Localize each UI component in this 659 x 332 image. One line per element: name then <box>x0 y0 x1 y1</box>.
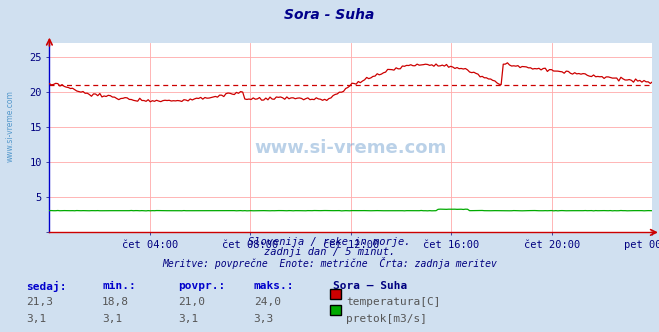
Text: zadnji dan / 5 minut.: zadnji dan / 5 minut. <box>264 247 395 257</box>
Text: 21,0: 21,0 <box>178 297 205 307</box>
Text: temperatura[C]: temperatura[C] <box>346 297 440 307</box>
Text: www.si-vreme.com: www.si-vreme.com <box>255 139 447 157</box>
Text: 3,1: 3,1 <box>26 314 47 324</box>
Text: Slovenija / reke in morje.: Slovenija / reke in morje. <box>248 237 411 247</box>
Text: povpr.:: povpr.: <box>178 281 225 290</box>
Text: maks.:: maks.: <box>254 281 294 290</box>
Text: pretok[m3/s]: pretok[m3/s] <box>346 314 427 324</box>
Text: 24,0: 24,0 <box>254 297 281 307</box>
Text: 3,1: 3,1 <box>102 314 123 324</box>
Text: www.si-vreme.com: www.si-vreme.com <box>5 90 14 162</box>
Text: Sora - Suha: Sora - Suha <box>284 8 375 22</box>
Text: 18,8: 18,8 <box>102 297 129 307</box>
Text: Sora – Suha: Sora – Suha <box>333 281 407 290</box>
Text: sedaj:: sedaj: <box>26 281 67 291</box>
Text: Meritve: povprečne  Enote: metrične  Črta: zadnja meritev: Meritve: povprečne Enote: metrične Črta:… <box>162 257 497 269</box>
Text: 3,3: 3,3 <box>254 314 274 324</box>
Text: 21,3: 21,3 <box>26 297 53 307</box>
Text: min.:: min.: <box>102 281 136 290</box>
Text: 3,1: 3,1 <box>178 314 198 324</box>
